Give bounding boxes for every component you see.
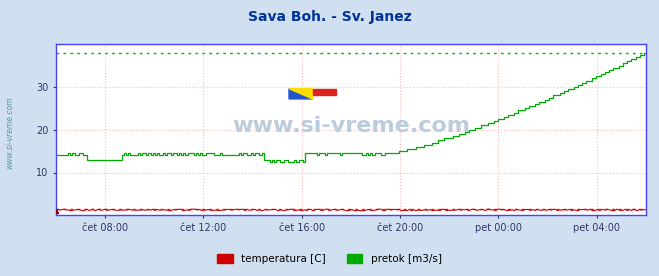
- Polygon shape: [289, 89, 312, 99]
- Polygon shape: [289, 89, 312, 99]
- Polygon shape: [312, 89, 336, 95]
- Text: www.si-vreme.com: www.si-vreme.com: [5, 96, 14, 169]
- Text: www.si-vreme.com: www.si-vreme.com: [232, 116, 470, 136]
- Text: Sava Boh. - Sv. Janez: Sava Boh. - Sv. Janez: [248, 10, 411, 24]
- Legend: temperatura [C], pretok [m3/s]: temperatura [C], pretok [m3/s]: [213, 250, 446, 268]
